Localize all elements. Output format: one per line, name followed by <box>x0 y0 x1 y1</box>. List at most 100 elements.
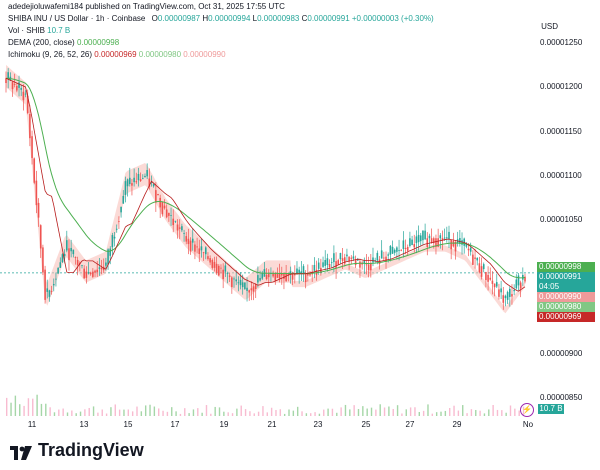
volume-bar <box>97 412 99 416</box>
tradingview-logo-icon <box>10 444 32 460</box>
symbol-name[interactable]: SHIBA INU / US Dollar · 1h · Coinbase <box>8 14 146 23</box>
candle-body <box>231 277 233 288</box>
time-axis-label: No <box>522 420 534 429</box>
volume-legend[interactable]: Vol · SHIB 10.7 B <box>8 26 71 35</box>
dema-line <box>5 77 526 279</box>
currency-label[interactable]: USD <box>541 22 558 31</box>
candle-body <box>450 239 452 250</box>
candle-body <box>29 113 31 139</box>
candle-body <box>248 290 251 293</box>
volume-bar <box>45 403 47 416</box>
candle-body <box>322 262 324 267</box>
candle-body <box>439 235 442 239</box>
candle-body <box>187 238 190 245</box>
volume-bar <box>479 410 481 416</box>
volume-bar <box>318 413 321 416</box>
candle-body <box>495 282 498 287</box>
candle-body <box>57 268 59 274</box>
time-axis-label: 17 <box>170 420 180 429</box>
candle-body <box>200 246 203 251</box>
volume-bar <box>440 411 442 416</box>
logo-text: TradingView <box>38 440 144 460</box>
candle-body <box>380 250 383 259</box>
volume-bar <box>457 410 460 416</box>
candle-body <box>500 288 502 293</box>
price-chart[interactable] <box>0 16 536 416</box>
candle-body <box>165 209 168 218</box>
volume-bar <box>210 413 212 416</box>
volume-bar <box>270 407 273 416</box>
candle-body <box>50 291 53 292</box>
candle-body <box>137 173 140 181</box>
volume-bar <box>79 411 82 416</box>
dema-legend[interactable]: DEMA (200, close) 0.00000998 <box>8 38 120 47</box>
price-axis[interactable]: 0.00001250 0.00001200 0.00001150 0.00001100… <box>536 16 600 416</box>
candle-body <box>85 271 88 278</box>
candle-body <box>76 259 79 266</box>
volume-bar <box>314 412 316 416</box>
time-axis-label: 11 <box>27 420 37 429</box>
volume-bar <box>418 411 420 416</box>
volume-bar <box>23 405 25 416</box>
price-tag: 0.00000969 <box>537 311 595 322</box>
time-axis-label: 23 <box>313 420 323 429</box>
candle-body <box>367 264 370 271</box>
candle-body <box>5 78 7 84</box>
price-axis-label: 0.00001250 <box>540 37 583 47</box>
volume-bar <box>349 409 351 416</box>
volume-bar <box>201 412 203 416</box>
volume-bar <box>123 409 125 416</box>
volume-bar <box>518 410 520 416</box>
time-axis[interactable]: 11 13 15 17 19 21 23 25 27 29 No <box>0 418 536 434</box>
price-axis-label: 0.00000900 <box>540 348 583 358</box>
candle-body <box>287 273 290 276</box>
candle-body <box>387 254 389 256</box>
candle-body <box>302 266 305 274</box>
candle-body <box>74 257 77 258</box>
candle-body <box>508 288 511 297</box>
volume-bar <box>453 405 455 416</box>
volume-bar <box>14 395 17 416</box>
candle-body <box>465 244 468 247</box>
time-axis-label: 25 <box>361 420 371 429</box>
candle-body <box>163 205 166 209</box>
candle-body <box>181 226 183 231</box>
candle-body <box>172 218 175 226</box>
candle-body <box>81 264 83 266</box>
candle-body <box>289 271 292 274</box>
candle-body <box>359 261 361 268</box>
volume-bar <box>296 406 299 416</box>
volume-bar <box>75 413 77 416</box>
candle-body <box>417 234 420 243</box>
candle-body <box>372 257 374 263</box>
candle-body <box>135 181 138 183</box>
candle-body <box>307 273 309 276</box>
candle-body <box>55 278 57 280</box>
price-tag: 0.00000998 <box>537 261 595 272</box>
candle-body <box>324 260 327 266</box>
candle-body <box>48 290 51 297</box>
lightning-icon[interactable]: ⚡ <box>520 403 534 417</box>
candle-body <box>87 272 90 274</box>
candle-body <box>220 267 222 269</box>
time-axis-label: 21 <box>267 420 277 429</box>
candle-body <box>428 235 431 239</box>
candle-body <box>37 202 40 218</box>
candle-body <box>244 282 246 290</box>
ichimoku-kijun-line <box>5 77 526 292</box>
volume-bar <box>71 410 73 416</box>
candle-body <box>155 190 157 203</box>
volume-bar <box>266 412 268 416</box>
candle-body <box>133 177 135 183</box>
volume-bar <box>383 407 386 416</box>
volume-bar <box>223 411 225 416</box>
candle-body <box>194 244 196 252</box>
ichimoku-legend[interactable]: Ichimoku (9, 26, 52, 26) 0.00000969 0.00… <box>8 50 226 59</box>
volume-bar <box>110 407 112 416</box>
candle-body <box>341 258 344 261</box>
volume-bar <box>136 406 138 416</box>
candle-body <box>383 257 385 259</box>
candle-body <box>300 271 303 274</box>
candle-body <box>228 275 231 277</box>
volume-bar <box>105 413 108 416</box>
